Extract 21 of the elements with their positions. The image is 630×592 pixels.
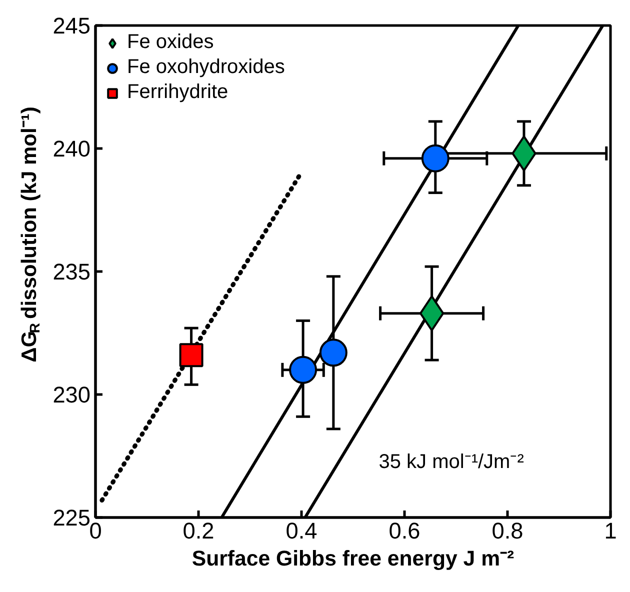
y-tick-label: 240: [52, 136, 91, 162]
x-tick-label: 0.2: [182, 518, 214, 544]
y-tick-label: 230: [52, 382, 91, 408]
x-tick-label: 0.8: [492, 518, 524, 544]
legend-label: Ferrihydrite: [127, 81, 228, 104]
x-tick-label: 1: [604, 518, 617, 544]
x-tick-label: 0.4: [286, 518, 318, 544]
legend-label: Fe oxohydroxides: [127, 56, 285, 79]
point: [289, 356, 318, 384]
x-tick-label: 0.6: [388, 518, 420, 544]
x-tick-label: 0: [89, 518, 102, 544]
point: [421, 144, 450, 172]
y-tick-label: 235: [52, 258, 91, 284]
y-axis-title: ΔGR dissolution (kJ mol⁻¹): [18, 106, 42, 362]
point: [319, 338, 348, 367]
legend-label: Fe oxides: [127, 31, 214, 54]
y-tick-label: 225: [52, 504, 91, 530]
x-axis-title: Surface Gibbs free energy J m⁻²: [192, 546, 514, 570]
annotation: 35 kJ mol⁻¹/Jm⁻²: [378, 451, 524, 474]
point: [179, 343, 204, 368]
y-tick-label: 245: [52, 12, 91, 38]
